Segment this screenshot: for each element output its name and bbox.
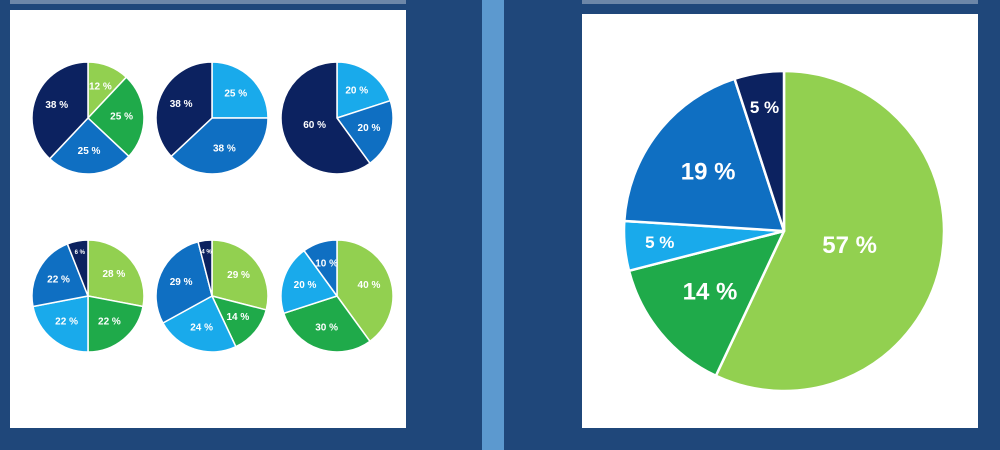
- pie-chart-7: 57 % 14 % 5 % 19 % 5 %: [622, 69, 946, 393]
- pie-1-label-1: 12 %: [89, 81, 112, 92]
- pie-2-slice-1: [211, 61, 269, 119]
- pie-6-slice-1: [336, 239, 394, 343]
- pie-4-label-5: 6 %: [75, 250, 86, 256]
- pie-2-label-1: 25 %: [224, 89, 247, 100]
- pie-4-label-4: 22 %: [47, 274, 70, 285]
- pie-1-label-3: 25 %: [78, 146, 101, 157]
- pie-3-label-2: 20 %: [358, 123, 381, 134]
- pie-5-label-3: 24 %: [190, 322, 213, 333]
- pie-3-label-3: 60 %: [303, 120, 326, 131]
- pie-1-slice-4: [31, 61, 89, 160]
- right-top-strip: [582, 0, 978, 4]
- pie-6-label-4: 10 %: [315, 259, 338, 270]
- pie-2-label-3: 38 %: [170, 99, 193, 110]
- pie-7-slice-5: [733, 69, 786, 233]
- pie-7-label-2: 14 %: [683, 279, 738, 306]
- pie-5-label-1: 29 %: [227, 270, 250, 281]
- pie-2-label-2: 38 %: [213, 144, 236, 155]
- pie-2-slice-2: [170, 117, 269, 175]
- pie-6-slice-4: [303, 239, 338, 297]
- pie-7-slice-4: [623, 77, 786, 233]
- pie-5-label-5: 4 %: [201, 250, 212, 256]
- pie-5-label-2: 14 %: [226, 312, 249, 323]
- pie-3-slice-3: [280, 61, 371, 175]
- pie-3-label-1: 20 %: [345, 85, 368, 96]
- left-top-strip: [10, 0, 406, 4]
- pie-3-slice-2: [336, 99, 394, 165]
- pie-5-slice-5: [197, 239, 213, 297]
- pie-chart-1: 12 % 25 % 25 % 38 %: [31, 61, 145, 175]
- pie-4-slice-2: [87, 295, 144, 353]
- pie-4-label-2: 22 %: [98, 316, 121, 327]
- pie-4-label-1: 28 %: [102, 269, 125, 280]
- pie-1-label-2: 25 %: [110, 111, 133, 122]
- pie-4-slice-3: [32, 295, 89, 353]
- pie-chart-5: 29 % 14 % 24 % 29 % 4 %: [155, 239, 269, 353]
- pie-6-slice-3: [280, 249, 338, 315]
- pie-5-label-4: 29 %: [170, 277, 193, 288]
- pie-7-slice-1: [714, 69, 946, 393]
- pie-1-label-4: 38 %: [45, 100, 68, 111]
- pie-6-label-2: 30 %: [315, 322, 338, 333]
- pie-5-slice-4: [155, 241, 213, 324]
- pie-4-slice-5: [66, 239, 89, 297]
- pie-6-label-3: 20 %: [294, 280, 317, 291]
- panel-divider: [482, 0, 504, 450]
- pie-4-slice-4: [31, 243, 89, 308]
- pie-7-label-1: 57 %: [822, 232, 877, 259]
- pie-chart-2: 25 % 38 % 38 %: [155, 61, 269, 175]
- pie-7-label-3: 5 %: [645, 233, 674, 252]
- pie-chart-6: 40 % 30 % 20 % 10 %: [280, 239, 394, 353]
- pie-chart-4: 28 % 22 % 22 % 22 % 6 %: [31, 239, 145, 353]
- pie-7-label-5: 5 %: [750, 98, 779, 117]
- pie-5-slice-3: [162, 295, 237, 353]
- pie-7-label-4: 19 %: [681, 159, 736, 186]
- pie-5-slice-1: [211, 239, 269, 311]
- pie-3-slice-1: [336, 61, 392, 119]
- pie-6-label-1: 40 %: [358, 280, 381, 291]
- pie-1-slice-3: [48, 117, 130, 175]
- pie-1-slice-2: [87, 76, 145, 158]
- pie-4-slice-1: [87, 239, 145, 308]
- pie-4-label-3: 22 %: [55, 316, 78, 327]
- pie-chart-3: 20 % 20 % 60 %: [280, 61, 394, 175]
- pie-7-slice-2: [627, 229, 786, 378]
- pie-2-slice-3: [155, 61, 213, 158]
- pie-6-slice-2: [282, 295, 371, 353]
